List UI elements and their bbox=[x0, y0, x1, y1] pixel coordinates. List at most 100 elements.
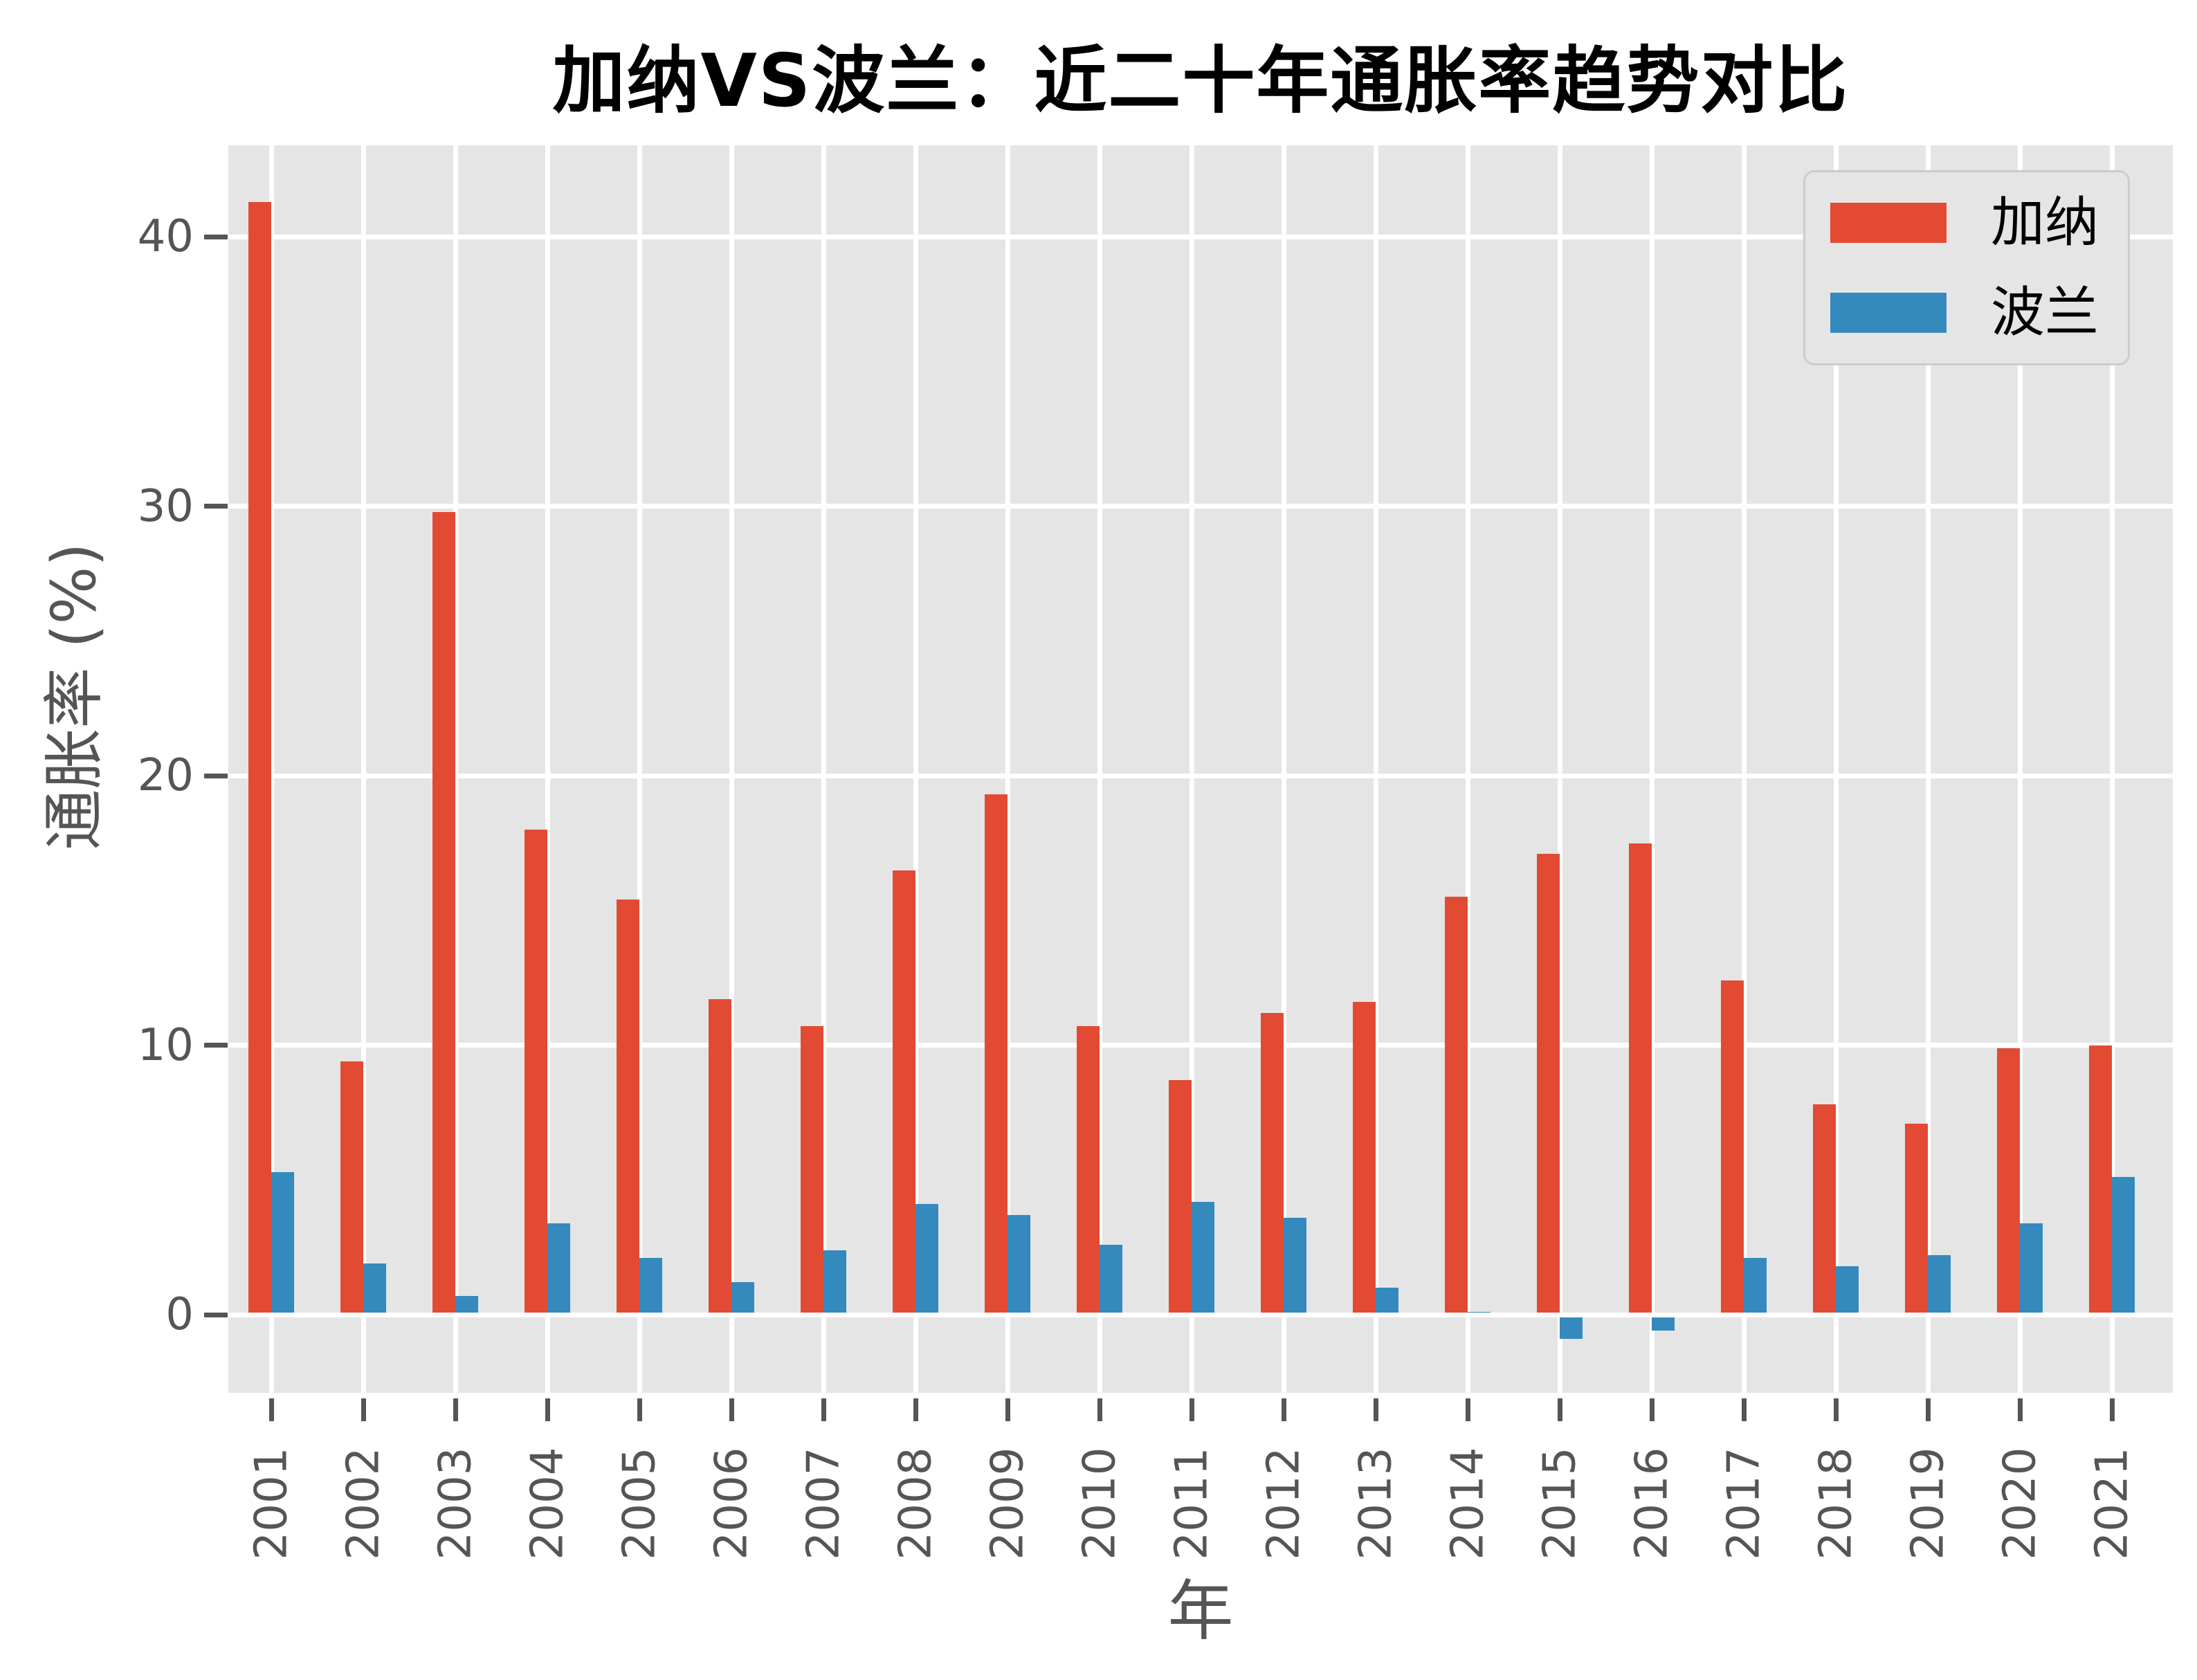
bar-poland-2009 bbox=[1008, 1214, 1030, 1313]
bar-ghana-2011 bbox=[1169, 1080, 1192, 1313]
bar-poland-2007 bbox=[823, 1250, 846, 1313]
y-tick-40 bbox=[204, 234, 228, 239]
x-tick-2017 bbox=[1741, 1398, 1747, 1421]
bar-ghana-2010 bbox=[1077, 1026, 1100, 1313]
h-gridline-20 bbox=[228, 773, 2173, 778]
y-tick-label-10: 10 bbox=[137, 1019, 194, 1071]
x-tick-2007 bbox=[821, 1398, 826, 1421]
bar-poland-2020 bbox=[2020, 1223, 2043, 1313]
legend-swatch-poland bbox=[1830, 293, 1947, 333]
bar-poland-2004 bbox=[547, 1223, 570, 1313]
v-gridline-2005 bbox=[637, 145, 642, 1393]
legend: 加纳 波兰 bbox=[1803, 170, 2130, 365]
bar-ghana-2019 bbox=[1905, 1123, 1928, 1313]
bar-ghana-2021 bbox=[2089, 1045, 2112, 1313]
legend-label-poland: 波兰 bbox=[1991, 282, 2099, 344]
v-gridline-2011 bbox=[1189, 145, 1194, 1393]
y-axis-label-text: 通胀率 (%) bbox=[38, 542, 110, 850]
y-tick-30 bbox=[204, 504, 228, 509]
bar-ghana-2007 bbox=[801, 1026, 823, 1313]
y-tick-label-0: 0 bbox=[165, 1289, 194, 1341]
bar-ghana-2001 bbox=[248, 201, 271, 1313]
h-gridline-40 bbox=[228, 234, 2173, 239]
bar-ghana-2014 bbox=[1445, 897, 1468, 1313]
v-gridline-2020 bbox=[2017, 145, 2023, 1393]
v-gridline-2008 bbox=[913, 145, 918, 1393]
bar-poland-2013 bbox=[1376, 1288, 1398, 1313]
bar-poland-2019 bbox=[1928, 1255, 1951, 1313]
x-tick-2001 bbox=[268, 1398, 274, 1421]
x-tick-2011 bbox=[1189, 1398, 1194, 1421]
bar-ghana-2006 bbox=[709, 999, 731, 1313]
v-gridline-2002 bbox=[361, 145, 366, 1393]
bar-ghana-2013 bbox=[1353, 1002, 1376, 1313]
x-tick-2019 bbox=[1925, 1398, 1931, 1421]
x-tick-2021 bbox=[2109, 1398, 2115, 1421]
v-gridline-2016 bbox=[1649, 145, 1654, 1393]
bar-poland-2003 bbox=[455, 1295, 478, 1313]
x-tick-2009 bbox=[1005, 1398, 1010, 1421]
y-tick-label-40: 40 bbox=[137, 211, 194, 263]
v-gridline-2017 bbox=[1741, 145, 1747, 1393]
x-axis-label: 年 bbox=[1167, 1573, 1234, 1650]
chart-title: 加纳VS波兰：近二十年通胀率趋势对比 bbox=[552, 39, 1849, 123]
h-gridline-30 bbox=[228, 504, 2173, 509]
y-tick-10 bbox=[204, 1043, 228, 1048]
bar-poland-2017 bbox=[1744, 1258, 1767, 1313]
y-tick-0 bbox=[204, 1312, 228, 1317]
bar-poland-2012 bbox=[1284, 1217, 1306, 1313]
x-tick-2004 bbox=[545, 1398, 550, 1421]
x-tick-2003 bbox=[453, 1398, 458, 1421]
bar-ghana-2015 bbox=[1537, 854, 1560, 1313]
x-tick-2005 bbox=[637, 1398, 642, 1421]
bar-ghana-2017 bbox=[1721, 980, 1744, 1313]
v-gridline-2015 bbox=[1557, 145, 1562, 1393]
x-tick-2016 bbox=[1649, 1398, 1654, 1421]
x-tick-2020 bbox=[2017, 1398, 2023, 1421]
x-tick-2018 bbox=[1833, 1398, 1839, 1421]
h-gridline-10 bbox=[228, 1043, 2173, 1048]
y-tick-label-20: 20 bbox=[137, 750, 194, 802]
x-tick-label-text-2021: 2021 bbox=[2086, 1447, 2137, 1560]
legend-swatch-ghana bbox=[1830, 203, 1947, 243]
bar-ghana-2012 bbox=[1261, 1012, 1284, 1313]
bar-ghana-2003 bbox=[432, 511, 455, 1313]
bar-poland-2018 bbox=[1836, 1266, 1859, 1313]
v-gridline-2014 bbox=[1465, 145, 1470, 1393]
legend-row-ghana: 加纳 bbox=[1830, 196, 2128, 250]
bar-poland-2005 bbox=[639, 1258, 662, 1313]
bar-ghana-2002 bbox=[340, 1061, 363, 1313]
bar-ghana-2005 bbox=[617, 900, 639, 1313]
x-tick-2014 bbox=[1465, 1398, 1470, 1421]
bar-poland-2002 bbox=[363, 1263, 386, 1313]
v-gridline-2018 bbox=[1833, 145, 1839, 1393]
v-gridline-2003 bbox=[453, 145, 458, 1393]
y-axis-label: 通胀率 (%) bbox=[7, 0, 131, 1393]
v-gridline-2001 bbox=[268, 145, 274, 1393]
bar-poland-2011 bbox=[1192, 1201, 1214, 1313]
x-tick-2015 bbox=[1557, 1398, 1562, 1421]
bar-poland-2021 bbox=[2112, 1177, 2135, 1313]
bar-poland-2016 bbox=[1652, 1317, 1675, 1331]
x-tick-2013 bbox=[1373, 1398, 1378, 1421]
y-tick-20 bbox=[204, 773, 228, 778]
x-tick-2012 bbox=[1281, 1398, 1286, 1421]
v-gridline-2019 bbox=[1925, 145, 1931, 1393]
zero-baseline bbox=[228, 1312, 2173, 1317]
bar-ghana-2004 bbox=[525, 830, 547, 1313]
v-gridline-2004 bbox=[545, 145, 550, 1393]
bar-poland-2001 bbox=[271, 1171, 294, 1313]
v-gridline-2009 bbox=[1005, 145, 1010, 1393]
v-gridline-2007 bbox=[821, 145, 826, 1393]
legend-row-poland: 波兰 bbox=[1830, 286, 2128, 340]
bar-poland-2008 bbox=[915, 1204, 938, 1313]
legend-label-ghana: 加纳 bbox=[1991, 192, 2099, 254]
v-gridline-2010 bbox=[1097, 145, 1102, 1393]
bar-poland-2015 bbox=[1560, 1317, 1583, 1340]
x-tick-2010 bbox=[1097, 1398, 1102, 1421]
bar-ghana-2020 bbox=[1997, 1048, 2020, 1313]
bar-ghana-2009 bbox=[985, 794, 1008, 1313]
bar-poland-2006 bbox=[731, 1282, 754, 1313]
bar-ghana-2018 bbox=[1813, 1104, 1836, 1313]
